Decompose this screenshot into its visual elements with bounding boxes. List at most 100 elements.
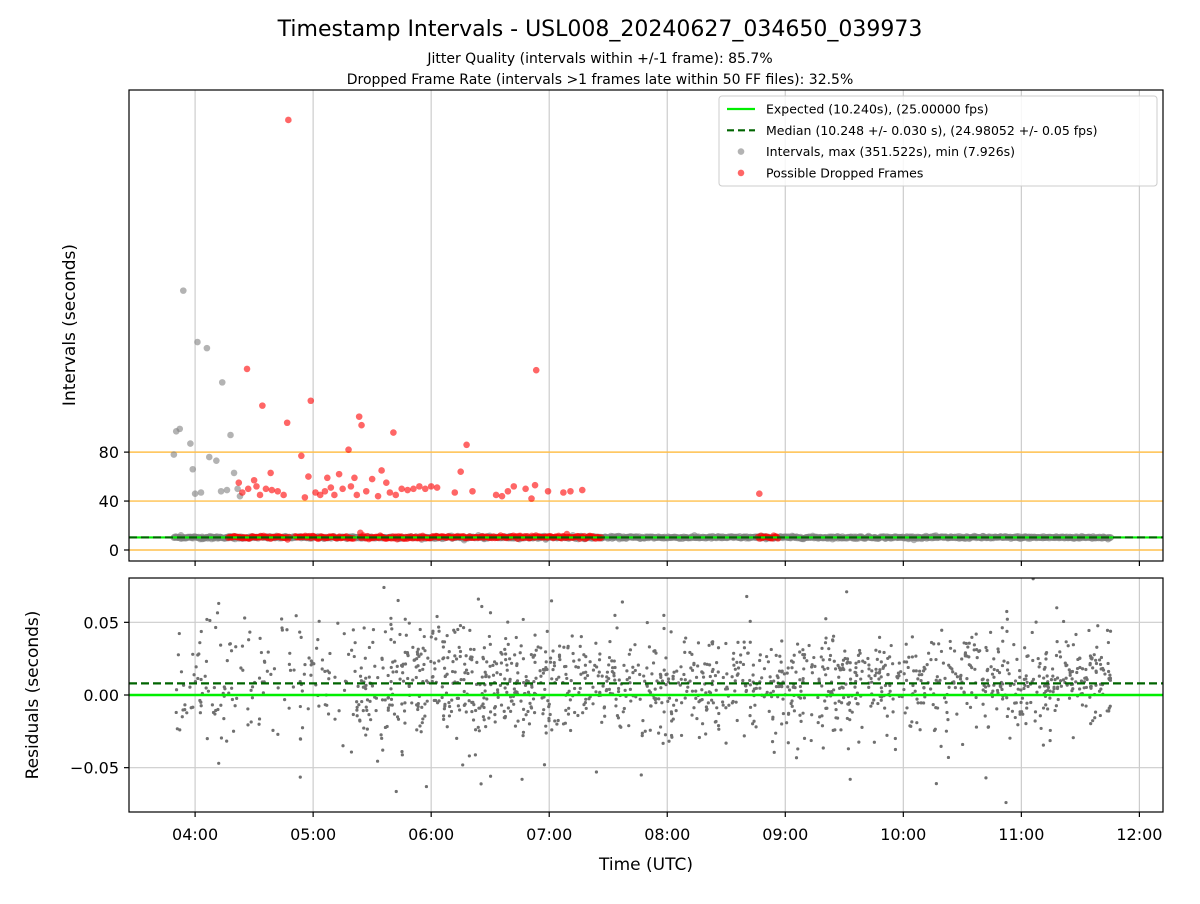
dropped-frames-series	[224, 116, 782, 543]
residual-point	[375, 759, 380, 763]
residual-point	[704, 705, 709, 709]
residual-point	[518, 651, 522, 655]
residual-point	[555, 677, 559, 681]
residual-point	[1107, 669, 1111, 674]
residual-point	[853, 685, 857, 689]
residual-point	[249, 688, 253, 692]
residual-point	[1044, 689, 1048, 693]
residual-point	[1042, 667, 1046, 671]
dropped-frame-point	[383, 479, 390, 487]
residual-point	[337, 709, 341, 713]
residual-point	[1050, 667, 1055, 671]
residual-point	[941, 661, 946, 665]
residual-point	[968, 705, 973, 709]
residual-point	[508, 657, 512, 661]
residual-point	[801, 648, 805, 652]
residual-point	[848, 708, 852, 713]
residual-point	[400, 750, 404, 754]
dropped-frame-point	[307, 397, 315, 405]
residual-point	[541, 671, 545, 675]
residual-point	[456, 627, 460, 632]
residual-point	[860, 725, 864, 730]
residual-point	[528, 701, 532, 705]
residual-point	[298, 630, 302, 634]
residual-point	[648, 728, 652, 732]
residual-point	[406, 676, 410, 681]
residual-point	[568, 698, 572, 702]
residual-point	[179, 670, 184, 674]
residual-point	[472, 647, 476, 652]
residual-point	[893, 736, 897, 741]
residual-point	[724, 706, 728, 710]
legend-label-0: Expected (10.240s), (25.00000 fps)	[766, 102, 988, 117]
residual-point	[482, 696, 486, 700]
residual-point	[744, 689, 748, 694]
residual-point	[992, 667, 996, 672]
residual-point	[499, 703, 504, 707]
residual-point	[878, 668, 882, 672]
residual-point	[567, 689, 571, 693]
residual-point	[410, 701, 414, 705]
residual-point	[605, 670, 610, 674]
dropped-frame-point	[427, 483, 435, 490]
residual-point	[432, 661, 436, 665]
residual-point	[458, 708, 462, 712]
residual-point	[801, 711, 805, 715]
residual-point	[771, 689, 775, 693]
residual-point	[403, 617, 407, 621]
dropped-frame-point	[351, 474, 358, 482]
residual-point	[877, 635, 882, 639]
residual-point	[383, 630, 388, 634]
residual-point	[690, 689, 695, 693]
residual-point	[1083, 676, 1087, 680]
residual-point	[918, 669, 922, 673]
residual-point	[487, 675, 491, 679]
residual-point	[958, 677, 963, 681]
residual-point	[1042, 676, 1046, 680]
residual-point	[326, 669, 330, 673]
residual-point	[828, 653, 833, 658]
residual-point	[948, 646, 953, 650]
residual-point	[441, 645, 445, 649]
residual-point	[821, 665, 825, 669]
residual-point	[563, 665, 567, 669]
residual-point	[694, 689, 698, 693]
residual-point	[724, 741, 728, 745]
residual-point	[645, 666, 649, 670]
dropped-frame-point	[339, 485, 346, 493]
residual-point	[970, 635, 974, 639]
residual-point	[291, 685, 295, 689]
residual-point	[1036, 656, 1040, 661]
residual-point	[996, 650, 1001, 654]
residual-point	[388, 703, 392, 707]
residual-point	[579, 672, 583, 676]
residual-point	[826, 689, 831, 694]
residual-point	[684, 636, 688, 640]
residual-point	[442, 717, 446, 722]
residual-point	[715, 706, 719, 710]
residual-point	[845, 716, 849, 721]
residual-point	[642, 674, 646, 678]
residual-point	[625, 669, 629, 673]
residual-point	[426, 656, 430, 660]
residual-point	[533, 633, 537, 637]
residual-point	[455, 736, 459, 740]
time-x-tick-label: 06:00	[408, 825, 454, 844]
residual-point	[727, 703, 731, 707]
residual-point	[594, 690, 598, 694]
residual-point	[1061, 678, 1066, 682]
residual-point	[358, 719, 362, 723]
residual-point	[1005, 609, 1009, 614]
residual-point	[373, 695, 377, 699]
residual-point	[820, 714, 824, 718]
residual-point	[174, 688, 179, 692]
residual-point	[555, 722, 559, 726]
residual-point	[419, 652, 423, 656]
residual-point	[713, 673, 718, 678]
residual-point	[386, 673, 390, 678]
interval-point	[205, 453, 213, 461]
residual-point	[725, 685, 729, 689]
residual-point	[999, 685, 1003, 689]
residual-point	[786, 711, 791, 715]
residual-point	[421, 667, 425, 671]
